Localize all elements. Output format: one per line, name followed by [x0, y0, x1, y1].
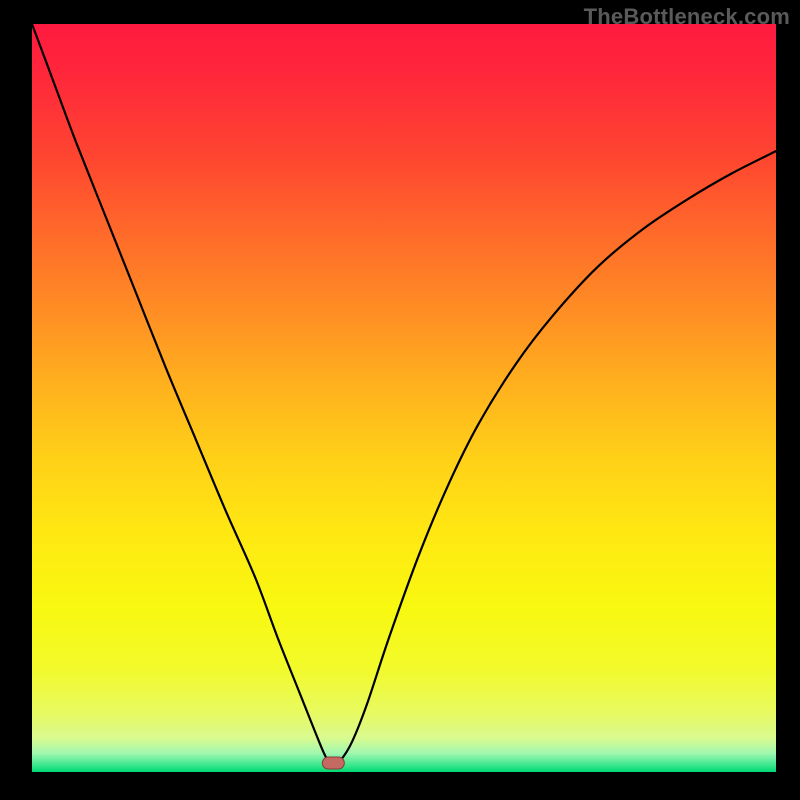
chart-svg [0, 0, 800, 800]
site-watermark: TheBottleneck.com [584, 4, 790, 30]
bottleneck-chart: TheBottleneck.com [0, 0, 800, 800]
optimal-point-marker [322, 757, 344, 769]
plot-area [32, 24, 776, 772]
